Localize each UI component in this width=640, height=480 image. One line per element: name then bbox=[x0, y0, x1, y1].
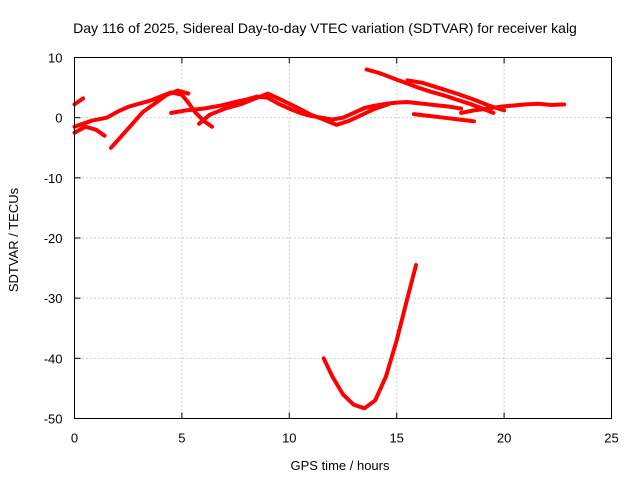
grid-layer bbox=[74, 57, 612, 419]
x-tick-label: 15 bbox=[389, 431, 403, 446]
x-axis-label: GPS time / hours bbox=[291, 458, 390, 473]
series-line-pass-b bbox=[72, 124, 107, 138]
chart-title: Day 116 of 2025, Sidereal Day-to-day VTE… bbox=[73, 20, 577, 36]
x-tick-label: 25 bbox=[604, 431, 618, 446]
series-line-pass-k bbox=[321, 263, 418, 411]
y-tick-label: -10 bbox=[44, 171, 63, 186]
series-line-pass-a bbox=[72, 96, 86, 107]
tick-layer: 0 5 10 15 20 25 -50 -40 -30 -20 -10 0 10 bbox=[44, 51, 619, 446]
x-tick-label: 5 bbox=[178, 431, 185, 446]
y-tick-label: 10 bbox=[48, 51, 62, 66]
series-line-pass-f bbox=[197, 91, 391, 127]
series-line-pass-h bbox=[405, 78, 507, 113]
y-axis-label: SDTVAR / TECUs bbox=[6, 187, 21, 292]
series-line-pass-j bbox=[459, 101, 567, 115]
series-line-pass-d bbox=[109, 88, 191, 150]
x-tick-label: 0 bbox=[71, 431, 78, 446]
x-tick-label: 20 bbox=[497, 431, 511, 446]
y-tick-label: -50 bbox=[44, 412, 63, 427]
y-tick-label: -30 bbox=[44, 291, 63, 306]
series-line-pass-e bbox=[169, 94, 464, 122]
y-tick-label: -40 bbox=[44, 351, 63, 366]
x-tick-label: 10 bbox=[282, 431, 296, 446]
series-line-pass-g bbox=[364, 67, 496, 115]
y-tick-label: 0 bbox=[55, 111, 62, 126]
series-layer bbox=[72, 67, 567, 411]
series-line-pass-i bbox=[411, 112, 476, 124]
y-tick-label: -20 bbox=[44, 231, 63, 246]
